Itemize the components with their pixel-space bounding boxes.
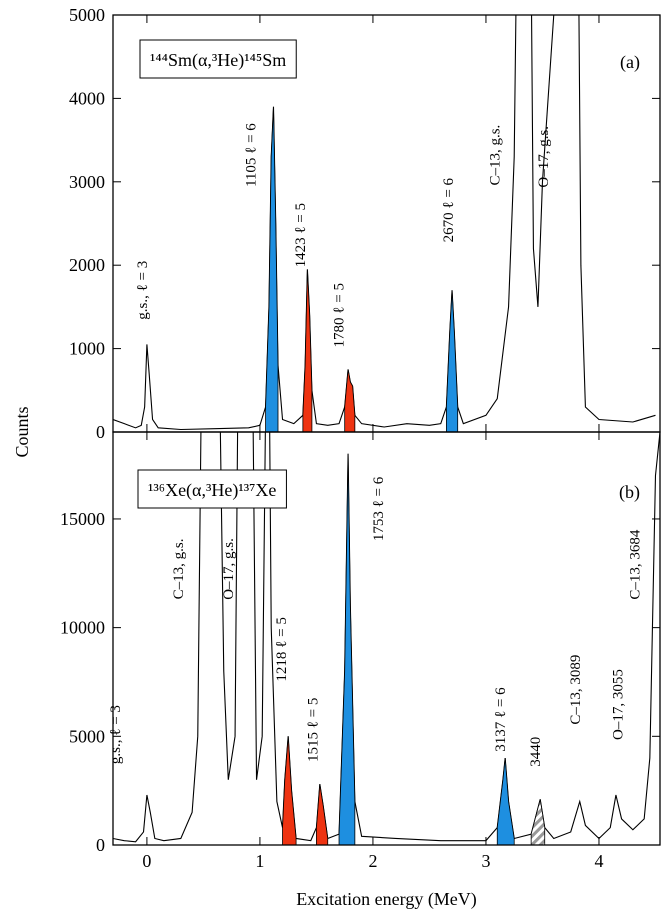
y-tick-label: 5000 [69,5,105,25]
x-tick-label: 1 [255,851,264,871]
x-tick-label: 3 [481,851,490,871]
peak-area [316,784,329,845]
peak-annotation: C–13, 3089 [568,655,584,725]
y-tick-label: 2000 [69,255,105,275]
x-tick-label: 2 [368,851,377,871]
y-tick-label: 4000 [69,88,105,108]
peak-annotation: 1780 ℓ = 5 [332,283,348,347]
peak-annotation: C–13, g.s. [488,125,504,186]
peak-annotation: O–17, g.s. [221,538,237,600]
peak-annotation: 1753 ℓ = 6 [371,476,387,541]
peak-annotation: g.s., ℓ = 3 [135,261,151,320]
peak-annotation: 3440 [528,737,544,767]
peak-area [282,736,297,845]
peak-annotation: C–13, g.s. [171,539,187,600]
peak-area [530,799,546,845]
peak-annotation: 2670 ℓ = 6 [441,177,457,242]
plot-frame [112,431,661,846]
title-box [139,39,297,79]
panel-title: ¹³⁶Xe(α,³He)¹³⁷Xe [148,480,276,501]
peak-annotation: 1515 ℓ = 5 [306,698,322,762]
peak-annotation: g.s., ℓ = 3 [108,705,124,764]
plot-area [113,15,656,432]
title-box [137,469,287,509]
y-tick-label: 10000 [60,618,105,638]
peak-annotation: C–13, 3684 [628,529,644,600]
x-axis-label: Excitation energy (MeV) [296,889,477,910]
y-tick-label: 0 [96,422,105,442]
y-tick-label: 5000 [69,726,105,746]
peak-area [265,106,279,432]
peak-annotation: O–17, 3055 [611,669,627,740]
y-tick-label: 0 [96,835,105,855]
peak-annotation: 1105 ℓ = 6 [243,123,259,187]
plot-area [113,432,660,845]
y-tick-label: 15000 [60,509,105,529]
x-tick-label: 0 [142,851,151,871]
peak-annotation: 3137 ℓ = 6 [493,687,509,752]
panel-label: (b) [619,482,640,503]
panel-title: ¹⁴⁴Sm(α,³He)¹⁴⁵Sm [150,50,286,71]
panel-label: (a) [620,52,640,73]
peak-area [496,758,515,845]
y-axis-label: Counts [12,406,32,457]
peak-annotation: 1423 ℓ = 5 [293,203,309,267]
x-tick-label: 4 [594,851,603,871]
peak-area [338,453,356,845]
peak-annotation: O–17, g.s. [536,126,552,188]
peak-area [302,269,313,432]
peak-area [445,290,459,432]
y-tick-label: 1000 [69,339,105,359]
peak-area [344,369,356,432]
peak-annotation: 1218 ℓ = 5 [274,617,290,681]
y-tick-label: 3000 [69,172,105,192]
